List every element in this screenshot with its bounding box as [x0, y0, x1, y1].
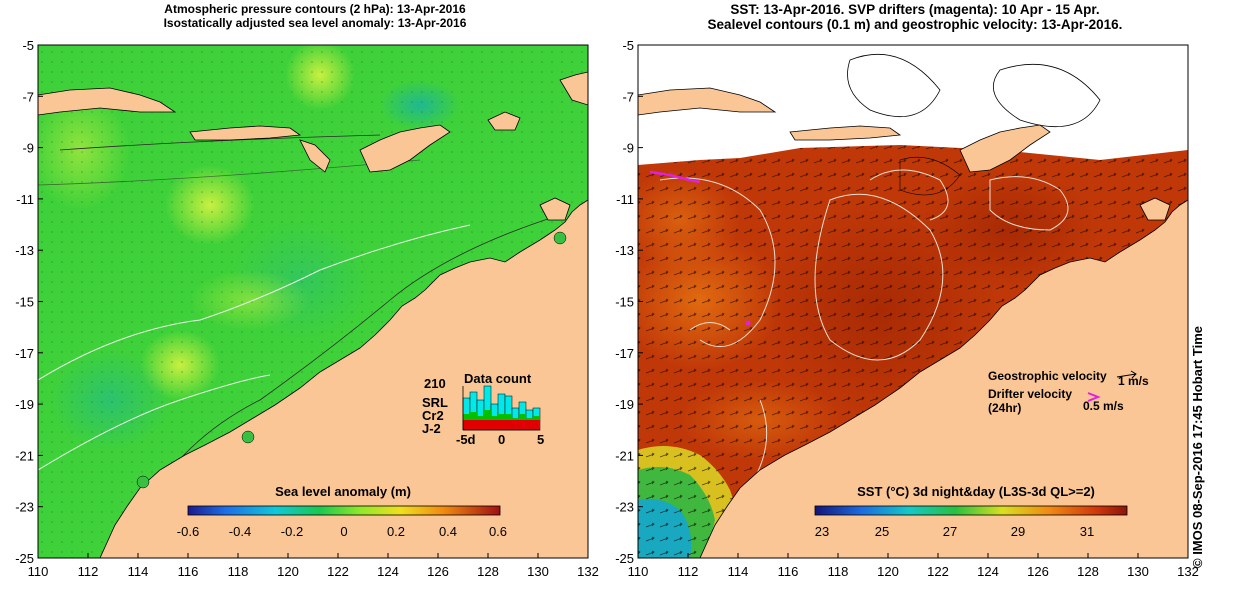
left-y-tick-label: -13	[15, 243, 34, 258]
right-y-tick-label: -21	[615, 448, 634, 463]
left-x-tick-label: 128	[477, 564, 499, 579]
sst-colorbar-ticks: 23 25 27 29 31	[815, 524, 1094, 539]
right-x-tick-label: 114	[728, 564, 749, 579]
legend-j2: J-2	[422, 421, 441, 436]
legend-cr2: Cr2	[422, 408, 444, 423]
sst-tick: 29	[1011, 524, 1025, 539]
left-x-tick-label: 122	[327, 564, 349, 579]
right-y-tick-label: -11	[616, 192, 634, 207]
sst-colorbar-title: SST (°C) 3d night&day (L3S-3d QL>=2)	[857, 484, 1095, 499]
right-y-tick-label: -13	[615, 243, 634, 258]
right-map	[638, 45, 1188, 558]
right-x-tick-label: 124	[977, 564, 999, 579]
sla-colorbar-title: Sea level anomaly (m)	[275, 484, 411, 499]
right-y-tick-label: -17	[615, 346, 634, 361]
sla-tick: 0.4	[439, 524, 457, 539]
left-x-tick-label: 130	[527, 564, 549, 579]
right-y-tick-label: -9	[622, 141, 634, 156]
sla-tick: 0.6	[489, 524, 507, 539]
left-y-tick-label: -9	[22, 141, 34, 156]
left-y-tick-label: -19	[15, 397, 34, 412]
sla-colorbar	[187, 505, 501, 516]
right-title-line1: SST: 13-Apr-2016. SVP drifters (magenta)…	[730, 2, 1100, 17]
right-x-tick-label: 132	[1177, 564, 1199, 579]
right-x-tick-label: 110	[628, 564, 649, 579]
sst-tick: 23	[815, 524, 829, 539]
right-x-tick-label: 128	[1077, 564, 1099, 579]
data-count-axis-mid: 0	[498, 432, 505, 447]
velocity-legend: Geostrophic velocity 1 m/s Drifter veloc…	[988, 369, 1149, 415]
right-y-tick-label: -25	[615, 551, 634, 566]
data-count-bars	[462, 385, 541, 431]
right-y-tick-label: -19	[615, 397, 634, 412]
left-x-tick-label: 120	[277, 564, 299, 579]
sst-tick: 31	[1080, 524, 1094, 539]
right-y-tick-label: -5	[622, 38, 634, 53]
right-x-tick-label: 116	[778, 564, 799, 579]
right-y-tick-label: -7	[622, 89, 634, 104]
left-y-tick-label: -5	[22, 38, 34, 53]
left-y-tick-label: -11	[16, 192, 34, 207]
copyright-credit: © IMOS 08-Sep-2016 17:45 Hobart Time	[1190, 326, 1205, 568]
legend-srl: SRL	[422, 395, 448, 410]
left-y-tick-label: -15	[15, 295, 34, 310]
australia-land-right	[699, 199, 1188, 558]
geostrophic-scale: 1 m/s	[1118, 374, 1149, 388]
sla-tick: -0.4	[229, 524, 251, 539]
left-y-tick-label: -25	[15, 551, 34, 566]
left-y-tick-label: -7	[22, 89, 34, 104]
sla-colorbar-ticks: -0.6 -0.4 -0.2 0 0.2 0.4 0.6	[177, 524, 507, 539]
right-x-tick-label: 122	[927, 564, 949, 579]
right-x-tick-label: 118	[828, 564, 849, 579]
geostrophic-label: Geostrophic velocity	[988, 369, 1107, 383]
left-x-tick-label: 116	[178, 564, 199, 579]
right-y-tick-label: -15	[615, 295, 634, 310]
data-count-axis-right: 5	[537, 432, 544, 447]
data-count-inset: Data count 210 SRL Cr2 J-2	[422, 371, 544, 447]
left-y-tick-label: -17	[15, 346, 34, 361]
data-count-axis-left: -5d	[456, 432, 476, 447]
right-x-tick-label: 112	[678, 564, 699, 579]
left-panel-title: Atmospheric pressure contours (2 hPa): 1…	[40, 2, 590, 30]
geostrophic-arrow-icon	[1116, 370, 1137, 379]
drifter-arrow-icon	[1087, 392, 1101, 402]
left-x-tick-label: 126	[427, 564, 449, 579]
australia-land	[99, 199, 588, 558]
drifter-label: Drifter velocity	[988, 387, 1072, 401]
right-x-tick-label: 130	[1127, 564, 1149, 579]
right-panel-title: SST: 13-Apr-2016. SVP drifters (magenta)…	[640, 2, 1190, 32]
left-x-tick-label: 110	[28, 564, 49, 579]
data-count-max: 210	[424, 376, 446, 391]
right-title-line2: Sealevel contours (0.1 m) and geostrophi…	[707, 17, 1123, 32]
left-x-tick-label: 132	[577, 564, 599, 579]
left-x-tick-label: 124	[377, 564, 399, 579]
left-y-tick-label: -21	[15, 448, 34, 463]
sst-colorbar	[814, 505, 1128, 516]
right-x-tick-label: 126	[1027, 564, 1049, 579]
map-axes: 110 112 114 116 118 120 122 124 126 128 130 132 -5 -7…	[15, 38, 1199, 579]
left-y-tick-label: -23	[15, 500, 34, 515]
left-title-line2: Isostatically adjusted sea level anomaly…	[163, 16, 467, 30]
sla-tick: 0	[340, 524, 347, 539]
left-x-tick-label: 112	[78, 564, 99, 579]
left-map	[38, 45, 588, 558]
left-title-line1: Atmospheric pressure contours (2 hPa): 1…	[164, 2, 466, 16]
sla-tick: 0.2	[387, 524, 405, 539]
sst-tick: 27	[943, 524, 957, 539]
sla-tick: -0.6	[177, 524, 199, 539]
sst-tick: 25	[875, 524, 889, 539]
right-x-tick-label: 120	[877, 564, 899, 579]
left-x-tick-label: 114	[128, 564, 149, 579]
data-count-title: Data count	[464, 371, 532, 386]
right-y-tick-label: -23	[615, 500, 634, 515]
drifter-scale: 0.5 m/s	[1083, 399, 1124, 413]
drifter-label-24hr: (24hr)	[988, 401, 1021, 415]
sla-tick: -0.2	[281, 524, 303, 539]
left-x-tick-label: 118	[228, 564, 249, 579]
